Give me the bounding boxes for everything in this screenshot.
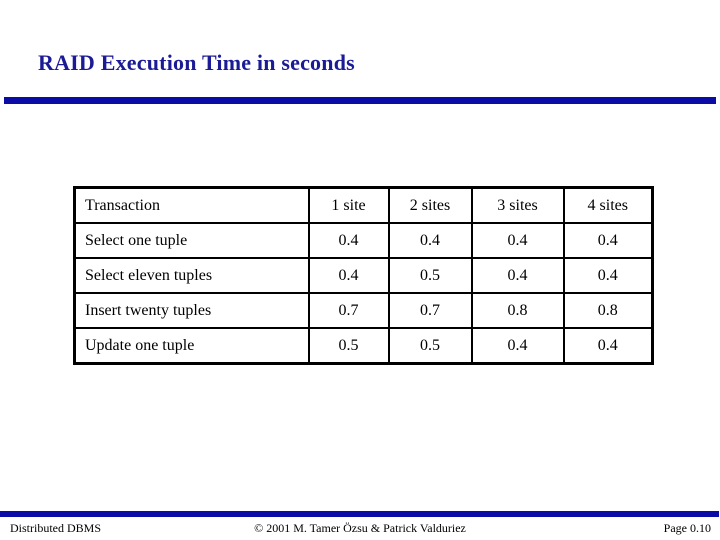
column-header-transaction: Transaction [73, 186, 310, 224]
value-cell: 0.4 [387, 222, 473, 259]
value-cell: 0.7 [387, 292, 473, 329]
row-label-cell: Select eleven tuples [73, 257, 310, 294]
table-row: Select one tuple 0.4 0.4 0.4 0.4 [73, 222, 654, 259]
value-cell: 0.5 [387, 257, 473, 294]
value-cell: 0.4 [307, 222, 390, 259]
value-cell: 0.4 [307, 257, 390, 294]
footer-copyright: © 2001 M. Tamer Özsu & Patrick Valduriez [254, 521, 466, 535]
value-cell: 0.5 [307, 327, 390, 365]
column-header-1-site: 1 site [307, 186, 390, 224]
value-cell: 0.4 [562, 257, 654, 294]
row-label-cell: Insert twenty tuples [73, 292, 310, 329]
value-cell: 0.4 [562, 327, 654, 365]
table-row: Insert twenty tuples 0.7 0.7 0.8 0.8 [73, 292, 654, 329]
footer-divider-bar [0, 511, 719, 517]
value-cell: 0.8 [562, 292, 654, 329]
value-cell: 0.5 [387, 327, 473, 365]
table-row: Update one tuple 0.5 0.5 0.4 0.4 [73, 327, 654, 365]
row-label-cell: Update one tuple [73, 327, 310, 365]
value-cell: 0.4 [470, 257, 565, 294]
value-cell: 0.4 [470, 327, 565, 365]
row-label-cell: Select one tuple [73, 222, 310, 259]
value-cell: 0.7 [307, 292, 390, 329]
column-header-2-sites: 2 sites [387, 186, 473, 224]
footer-course-label: Distributed DBMS [10, 521, 102, 535]
value-cell: 0.4 [562, 222, 654, 259]
table-row: Select eleven tuples 0.4 0.5 0.4 0.4 [73, 257, 654, 294]
page-title: RAID Execution Time in seconds [38, 50, 355, 75]
value-cell: 0.8 [470, 292, 565, 329]
footer-page-number: Page 0.10 [663, 521, 711, 535]
value-cell: 0.4 [470, 222, 565, 259]
column-header-4-sites: 4 sites [562, 186, 654, 224]
table-header-row: Transaction 1 site 2 sites 3 sites 4 sit… [73, 186, 654, 224]
execution-time-table: Transaction 1 site 2 sites 3 sites 4 sit… [73, 186, 654, 365]
title-divider-bar [4, 97, 716, 104]
column-header-3-sites: 3 sites [470, 186, 565, 224]
